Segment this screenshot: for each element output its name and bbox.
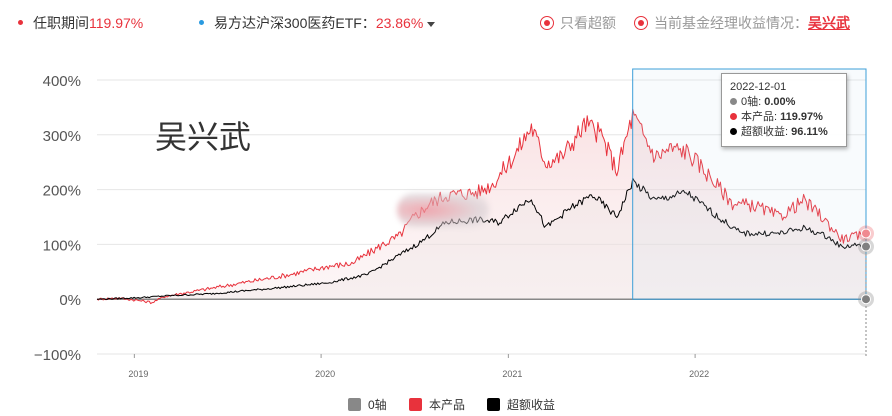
- tooltip-label: 超额收益:: [741, 126, 792, 138]
- gray-dot-icon: [730, 97, 737, 105]
- watermark: 吴兴武: [155, 118, 252, 156]
- black-square-icon: [487, 398, 500, 412]
- tooltip-value: 0.00%: [764, 96, 796, 108]
- benchmark-label: 易方达沪深300医药ETF：: [214, 15, 376, 31]
- chevron-down-icon[interactable]: [427, 21, 436, 27]
- tooltip-row-excess: 超额收益: 96.11%: [730, 125, 838, 140]
- tooltip-label: 0轴:: [741, 96, 765, 108]
- gray-square-icon: [348, 398, 361, 412]
- y-tick-label: −100%: [34, 347, 81, 364]
- only-excess-option[interactable]: 只看超额: [540, 13, 616, 33]
- chart-legend: 0轴 本产品 超额收益: [0, 396, 892, 414]
- x-axis: 2019 2020 2021 2022: [128, 354, 709, 379]
- tenure-label: 任职期间: [33, 15, 89, 31]
- tooltip-value: 96.11%: [791, 126, 828, 138]
- y-tick-label: 300%: [43, 128, 81, 145]
- red-dot-icon: [730, 112, 737, 120]
- red-dot-icon: [18, 19, 23, 25]
- legend-label: 0轴: [368, 398, 387, 412]
- x-tick-label: 2022: [689, 369, 709, 379]
- y-tick-label: 0%: [59, 292, 81, 309]
- current-manager-option[interactable]: 当前基金经理收益情况：吴兴武: [634, 13, 850, 33]
- legend-item-product[interactable]: 本产品: [409, 396, 465, 413]
- black-dot-icon: [730, 127, 737, 135]
- end-marker: [861, 228, 871, 239]
- y-tick-label: 100%: [43, 237, 81, 254]
- legend-label: 超额收益: [507, 398, 556, 412]
- tooltip-value: 119.97%: [780, 111, 823, 123]
- radio-icon[interactable]: [634, 16, 648, 31]
- tooltip-row-zero: 0轴: 0.00%: [730, 95, 838, 110]
- end-markers: [858, 225, 874, 356]
- blurred-overlay: [397, 193, 489, 227]
- benchmark-return: 23.86%: [375, 15, 424, 31]
- end-marker: [861, 241, 871, 252]
- manager-name-link[interactable]: 吴兴武: [808, 15, 850, 31]
- legend-item-zero-axis[interactable]: 0轴: [348, 396, 387, 413]
- end-marker: [861, 294, 871, 305]
- product-line: [96, 108, 867, 305]
- tooltip-date: 2022-12-01: [730, 81, 787, 93]
- only-excess-label: 只看超额: [560, 15, 616, 31]
- legend-item-excess[interactable]: 超额收益: [487, 396, 555, 413]
- y-axis: 400% 300% 200% 100% 0% −100%: [34, 73, 81, 364]
- tenure-return: 119.97%: [89, 15, 144, 31]
- y-tick-label: 200%: [43, 183, 81, 200]
- tooltip-label: 本产品:: [741, 111, 781, 123]
- red-square-icon: [409, 398, 422, 412]
- x-tick-label: 2019: [128, 369, 148, 379]
- current-manager-label: 当前基金经理收益情况：: [654, 15, 808, 31]
- tooltip-row-product: 本产品: 119.97%: [730, 110, 838, 125]
- benchmark-selector[interactable]: 易方达沪深300医药ETF：23.86%: [199, 13, 436, 33]
- chart-header: 任职期间119.97% 易方达沪深300医药ETF：23.86% 只看超额 当前…: [0, 0, 892, 44]
- chart-tooltip: 2022-12-01 0轴: 0.00% 本产品: 119.97% 超额收益: …: [721, 73, 847, 147]
- x-tick-label: 2020: [315, 369, 335, 379]
- y-tick-label: 400%: [43, 73, 81, 90]
- excess-area: [97, 178, 866, 300]
- legend-label: 本产品: [429, 398, 466, 412]
- x-tick-label: 2021: [502, 369, 522, 379]
- radio-icon[interactable]: [540, 16, 554, 31]
- blue-dot-icon: [199, 19, 204, 25]
- tenure-toggle[interactable]: 任职期间119.97%: [18, 13, 143, 33]
